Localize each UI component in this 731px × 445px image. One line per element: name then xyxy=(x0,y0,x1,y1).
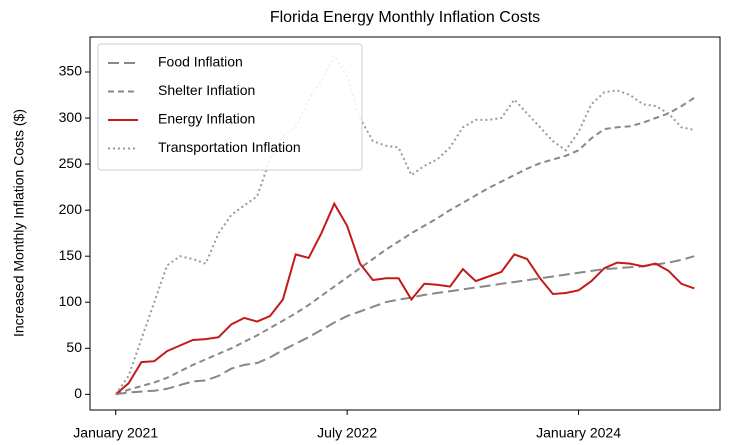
legend-box xyxy=(97,43,363,171)
series-line xyxy=(115,96,695,396)
x-tick-label: July 2022 xyxy=(317,425,377,441)
x-tick-label: January 2024 xyxy=(536,425,621,441)
plot-frame xyxy=(89,36,721,411)
legend-label: Food Inflation xyxy=(158,54,243,70)
y-tick-label: 350 xyxy=(59,63,83,79)
legend-label: Shelter Inflation xyxy=(158,82,255,98)
legend-label: Energy Inflation xyxy=(158,111,255,127)
y-tick-label: 250 xyxy=(59,155,83,171)
series-line xyxy=(115,255,695,396)
y-tick-label: 0 xyxy=(74,385,82,401)
y-tick-label: 100 xyxy=(59,293,83,309)
y-tick-label: 150 xyxy=(59,247,83,263)
series-line xyxy=(115,201,695,396)
x-tick-label: January 2021 xyxy=(73,425,158,441)
legend-label: Transportation Inflation xyxy=(158,139,301,155)
y-tick-label: 300 xyxy=(59,109,83,125)
y-tick-label: 50 xyxy=(66,339,82,355)
chart-title: Florida Energy Monthly Inflation Costs xyxy=(270,9,540,26)
y-axis-label: Increased Monthly Inflation Costs ($) xyxy=(11,109,27,337)
y-tick-label: 200 xyxy=(59,201,83,217)
legend: Food Inflation Shelter Inflation Energy In… xyxy=(97,43,363,171)
